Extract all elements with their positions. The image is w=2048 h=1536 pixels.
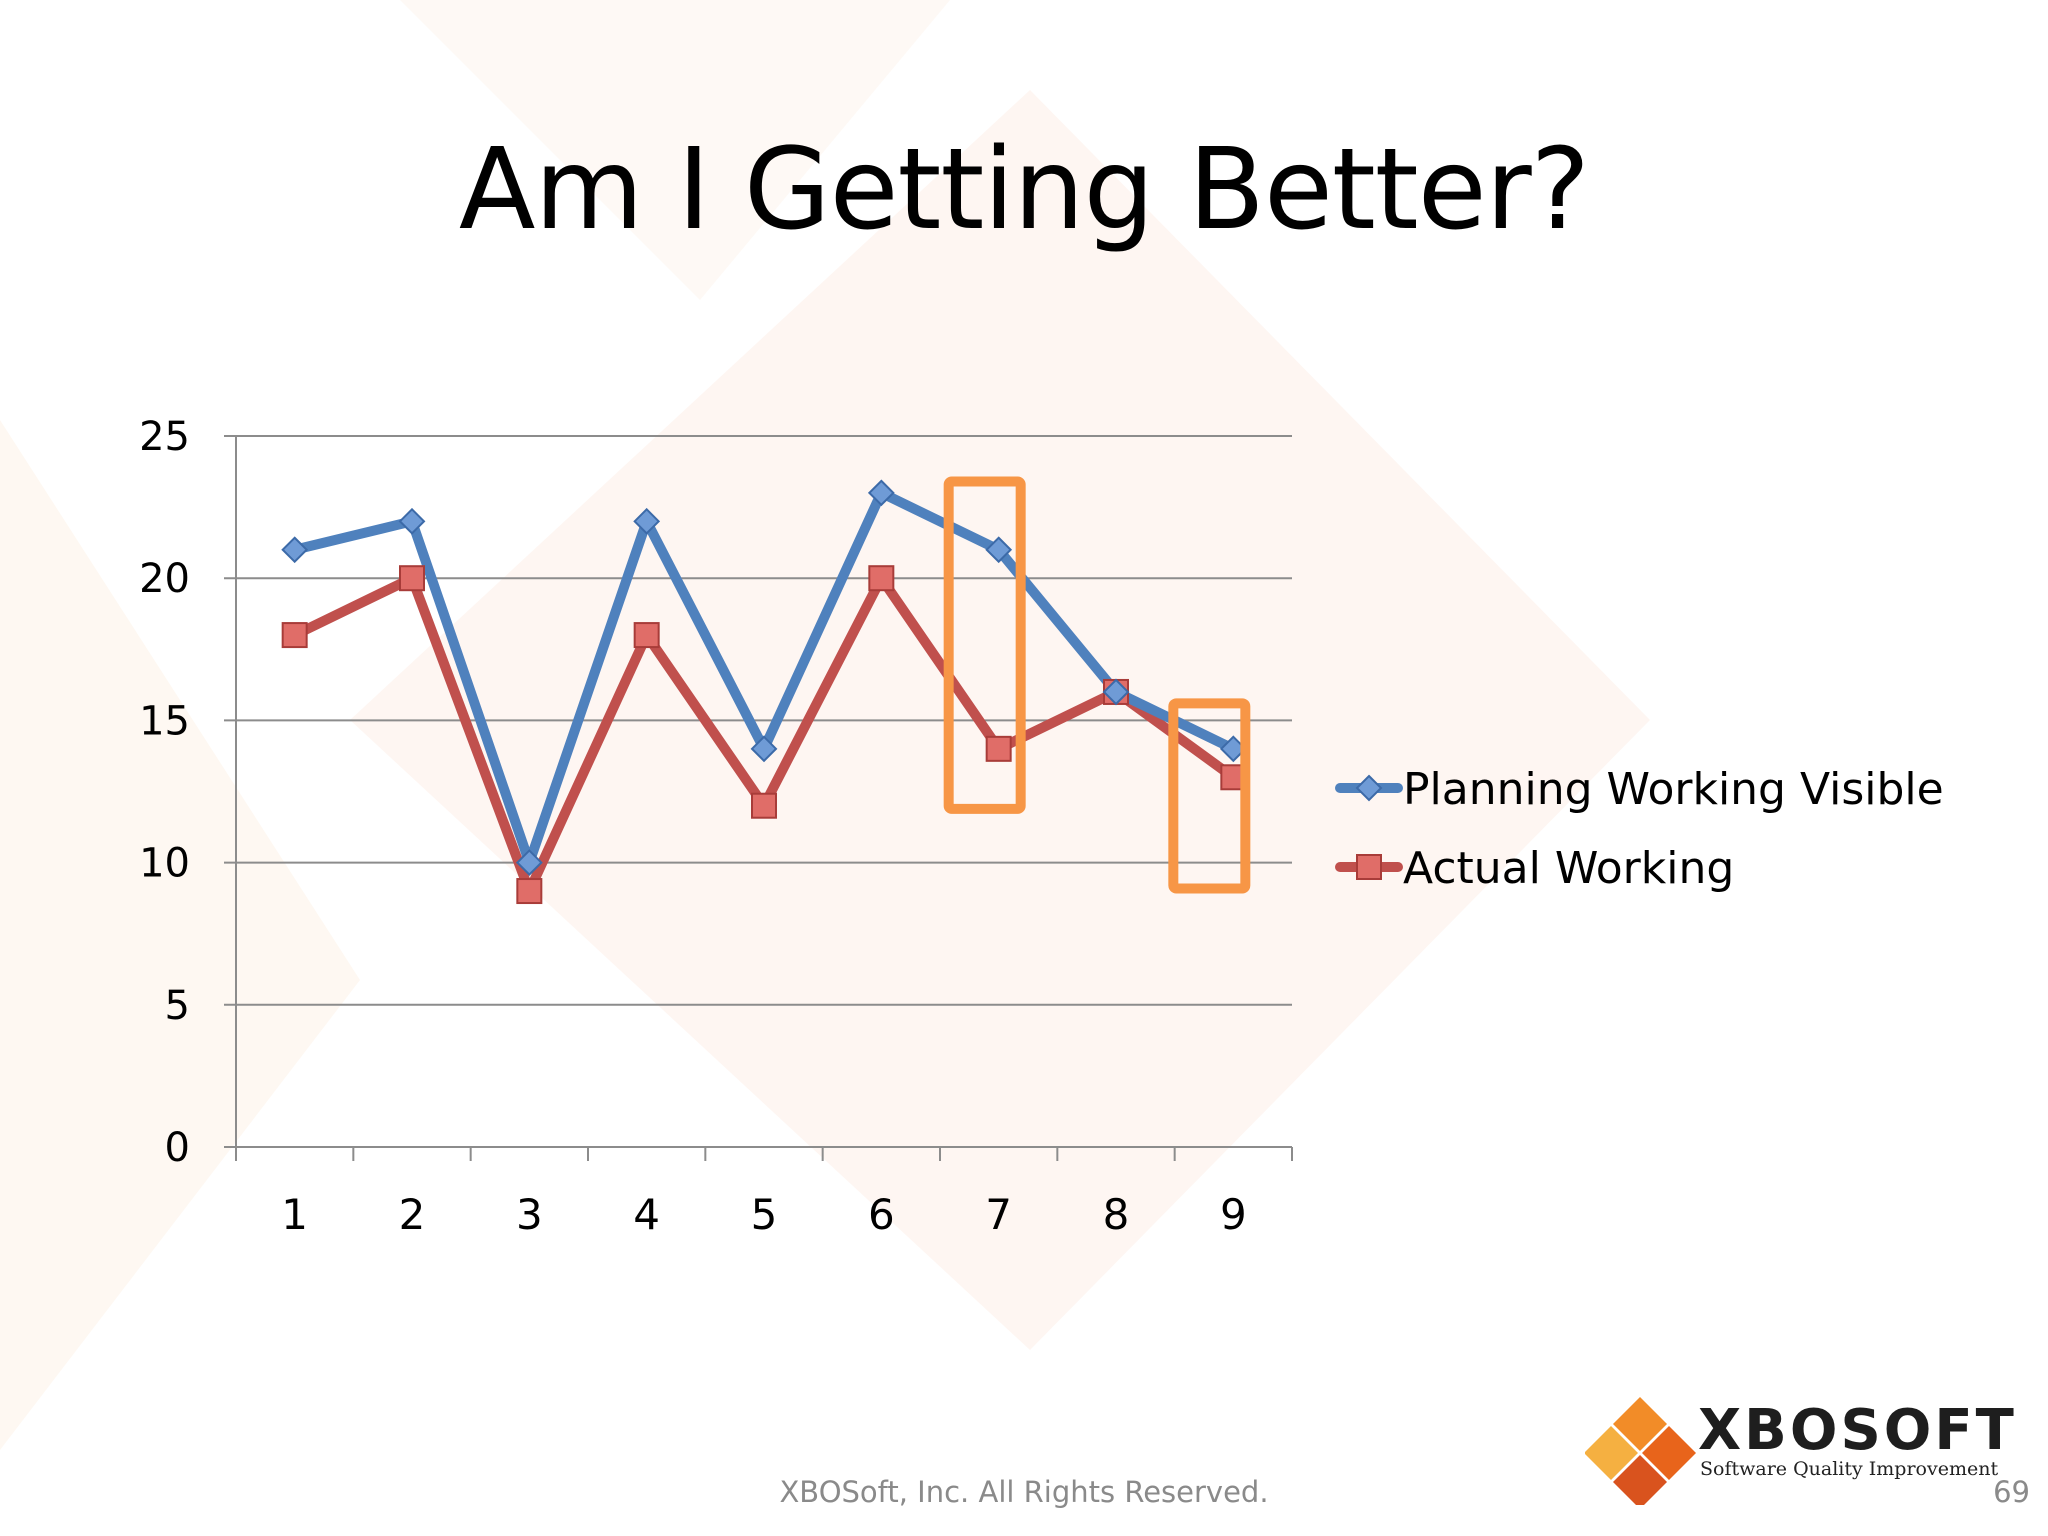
footer-copyright: XBOSoft, Inc. All Rights Reserved.: [779, 1475, 1269, 1509]
x-tick-label: 8: [1103, 1190, 1130, 1239]
x-tick-label: 1: [281, 1190, 308, 1239]
highlight-box-9: [1168, 698, 1251, 894]
legend-label: Actual Working: [1403, 843, 1734, 894]
logo-tagline: Software Quality Improvement: [1700, 1458, 1999, 1480]
chart-gridlines: [224, 435, 1292, 1006]
x-tick-label: 7: [985, 1190, 1012, 1239]
x-tick-label: 9: [1220, 1190, 1247, 1239]
series-line-actual: [289, 573, 1239, 897]
chart-legend: Planning Working Visible Actual Working: [1335, 764, 1944, 894]
y-tick-label: 15: [139, 698, 190, 744]
slide-title: Am I Getting Better?: [458, 125, 1590, 255]
planning-data-point: [633, 507, 661, 535]
x-tick-label: 5: [751, 1190, 778, 1239]
y-tick-label: 0: [165, 1125, 190, 1171]
y-tick-label: 25: [139, 414, 190, 460]
actual-data-point: [985, 735, 1012, 762]
y-tick-label: 10: [139, 841, 190, 887]
chart-series: [281, 479, 1247, 905]
legend-square-icon: [1356, 854, 1382, 880]
actual-data-point: [516, 878, 543, 905]
y-tick-label: 20: [139, 556, 190, 602]
x-tick-label: 6: [868, 1190, 895, 1239]
x-tick-label: 4: [633, 1190, 660, 1239]
planning-data-point: [867, 479, 895, 507]
actual-data-point: [399, 565, 425, 592]
planning-data-point: [985, 536, 1013, 564]
actual-data-point: [281, 622, 308, 649]
chart-highlights: [943, 476, 1251, 894]
planning-data-point: [515, 849, 543, 877]
legend-label: Planning Working Visible: [1403, 764, 1944, 815]
chart-axes: [224, 436, 1293, 1161]
logo-name: XBOSOFT: [1698, 1398, 2017, 1463]
highlight-box-7: [943, 476, 1026, 814]
x-tick-label: 3: [516, 1190, 543, 1239]
actual-data-point: [633, 622, 660, 649]
xbosoft-logo-icon: [1585, 1397, 1696, 1505]
actual-data-point: [868, 565, 895, 592]
y-tick-label: 5: [165, 983, 190, 1029]
page-number: 69: [1993, 1475, 2030, 1509]
actual-data-point: [751, 792, 777, 819]
planning-data-point: [281, 536, 309, 564]
x-axis-ticks: 1 2 3 4 5 6 7 8 9: [281, 1190, 1246, 1239]
legend-diamond-icon: [1355, 774, 1383, 802]
planning-data-point: [750, 735, 778, 763]
planning-data-point: [1102, 678, 1130, 706]
x-tick-label: 2: [399, 1190, 426, 1239]
y-axis-ticks: 0 5 10 15 20 25: [139, 414, 190, 1171]
planning-data-point: [398, 507, 426, 535]
